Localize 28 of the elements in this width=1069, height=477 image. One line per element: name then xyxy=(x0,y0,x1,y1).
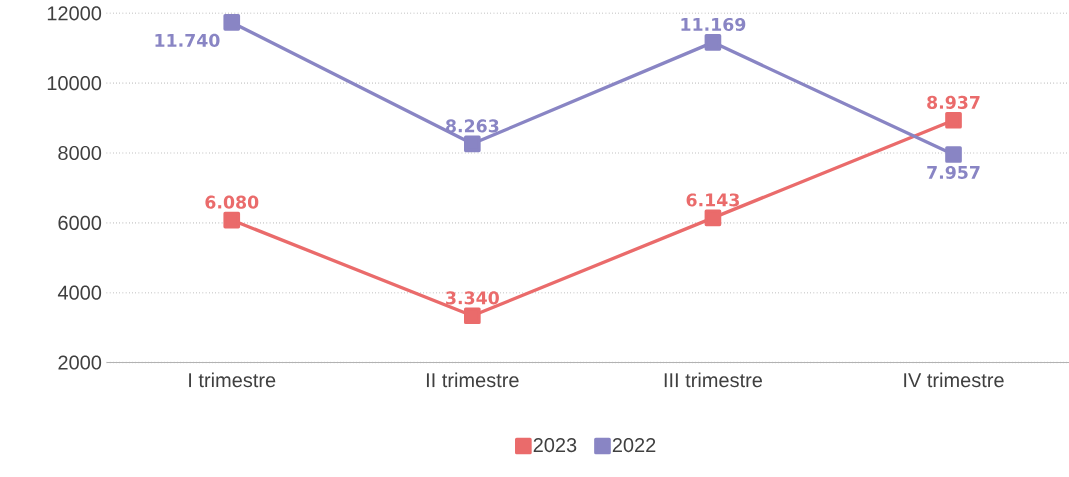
data-label: 8.263 xyxy=(446,119,499,133)
y-tick-label: 12000 xyxy=(47,6,102,21)
y-tick-label: 4000 xyxy=(57,285,102,300)
data-label: 11.169 xyxy=(681,17,746,31)
point xyxy=(704,209,722,227)
x-tick-label: III trimestre xyxy=(664,372,763,388)
x-tick-label: I trimestre xyxy=(189,372,276,388)
legend-label: 2023 xyxy=(533,437,577,453)
point xyxy=(945,146,962,163)
data-label: 7.957 xyxy=(927,165,980,179)
point xyxy=(464,307,481,324)
point xyxy=(464,135,481,153)
x-tick-label: II trimestre xyxy=(426,372,519,388)
data-label: 6.080 xyxy=(205,195,259,209)
data-label: 11.740 xyxy=(155,33,220,47)
x-tick-label: IV trimestre xyxy=(904,372,1004,388)
point xyxy=(945,111,962,129)
y-tick-label: 6000 xyxy=(58,215,102,230)
data-label: 3.340 xyxy=(446,291,499,305)
point xyxy=(704,33,722,51)
data-label: 8.937 xyxy=(927,95,980,109)
legend-label: 2022 xyxy=(612,437,656,453)
point xyxy=(223,13,241,31)
data-label: 6.143 xyxy=(686,193,739,207)
y-tick-label: 2000 xyxy=(58,355,102,370)
point xyxy=(223,211,241,229)
y-tick-label: 10000 xyxy=(47,76,102,91)
y-tick-label: 8000 xyxy=(58,145,102,160)
